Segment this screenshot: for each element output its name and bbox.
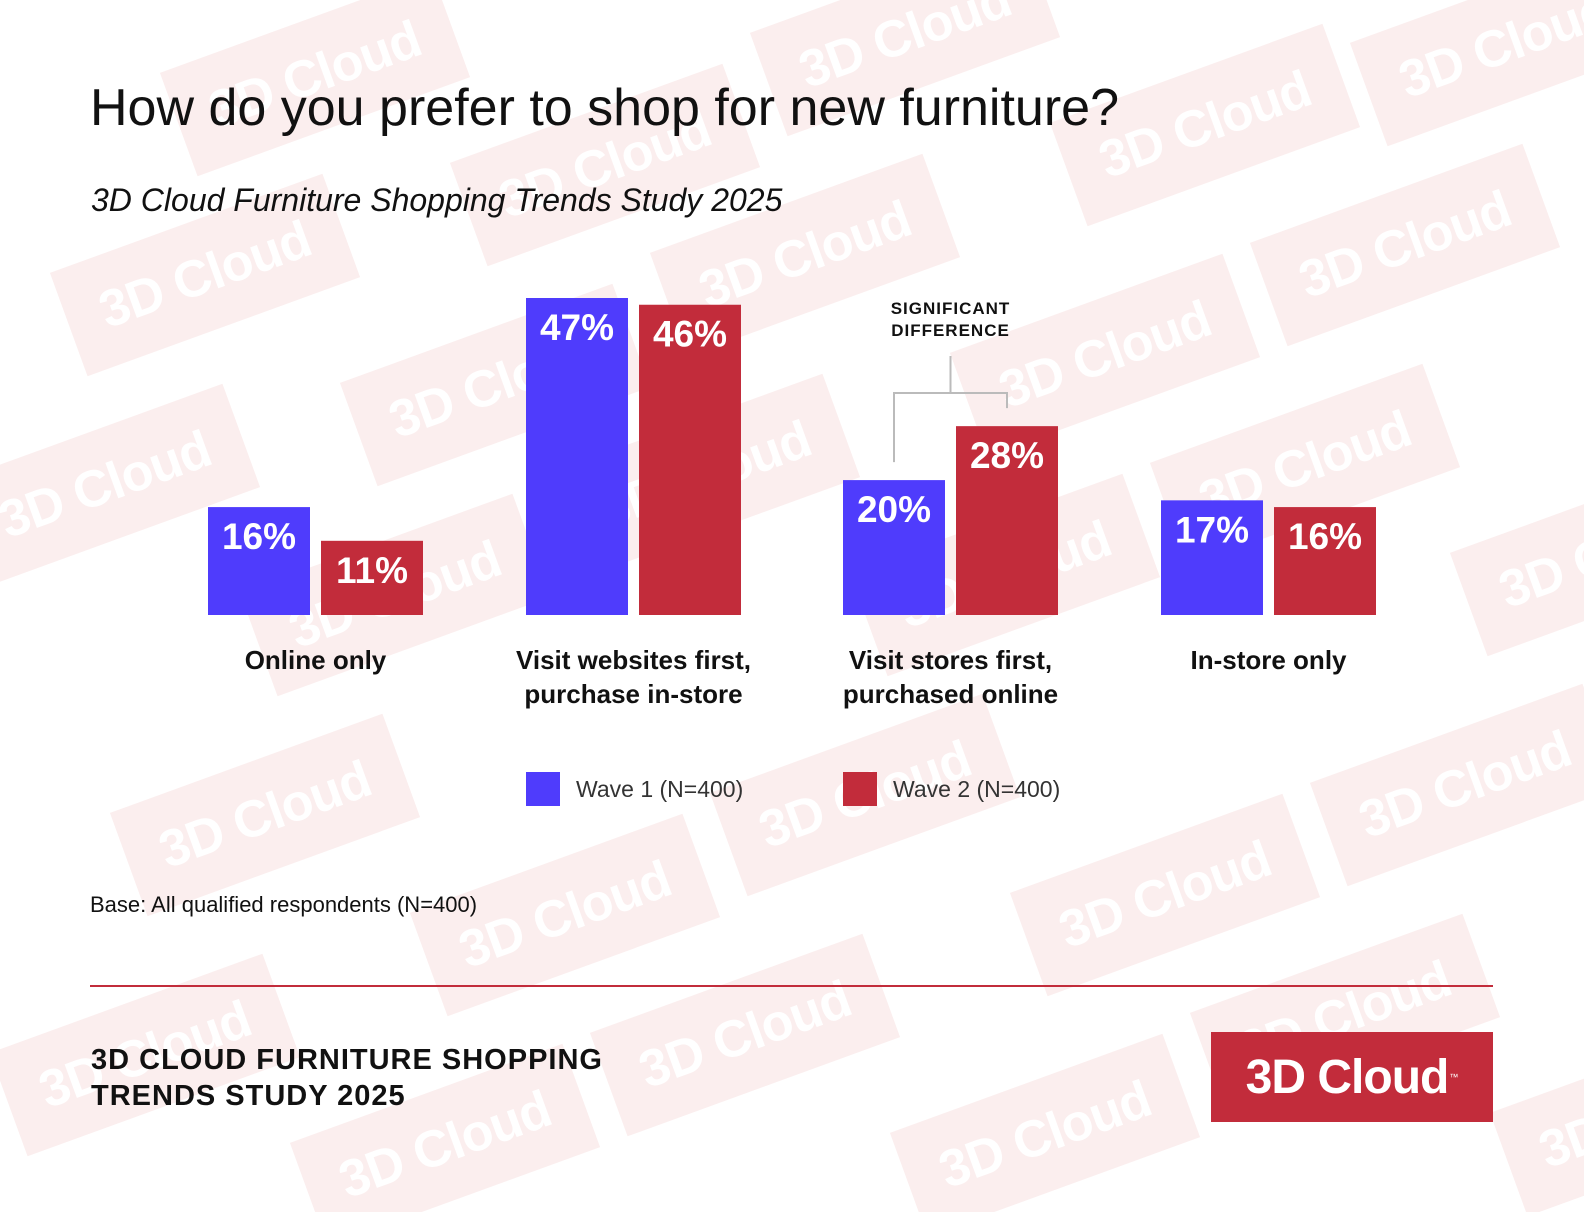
category-label: purchase in-store: [524, 679, 742, 709]
bar-value-label: 20%: [857, 489, 931, 530]
annotation-line-2: DIFFERENCE: [891, 321, 1010, 340]
footer-line-1: 3D CLOUD FURNITURE SHOPPING: [91, 1044, 603, 1076]
category-label: In-store only: [1190, 645, 1347, 675]
watermark-tile: 3D Cloud: [889, 1033, 1201, 1212]
bar-1-4: [1161, 500, 1263, 615]
footer-divider: [90, 985, 1493, 987]
category-label: Visit websites first,: [516, 645, 751, 675]
bar-1-1: [208, 507, 310, 615]
legend-swatch-wave-2: [843, 772, 877, 806]
bar-1-3: [843, 480, 945, 615]
category-label: purchased online: [843, 679, 1058, 709]
legend-label-wave-1: Wave 1 (N=400): [576, 775, 744, 802]
legend-item-wave-2: Wave 2 (N=400): [843, 772, 1060, 806]
logo-trademark: ™: [1449, 1072, 1459, 1082]
chart-legend: Wave 1 (N=400) Wave 2 (N=400): [0, 772, 1584, 808]
logo-text: 3D Cloud: [1245, 1050, 1450, 1104]
bar-value-label: 17%: [1175, 509, 1249, 550]
category-label: Visit stores first,: [849, 645, 1052, 675]
chart-subtitle: 3D Cloud Furniture Shopping Trends Study…: [91, 182, 783, 218]
footer-study-title: 3D CLOUD FURNITURE SHOPPING TRENDS STUDY…: [91, 1042, 603, 1114]
annotation-line-1: SIGNIFICANT: [891, 299, 1011, 318]
bar-1-2: [526, 298, 628, 615]
bar-2-4: [1274, 507, 1376, 615]
brand-logo: 3D Cloud ™: [1211, 1032, 1493, 1122]
bar-2-3: [956, 426, 1058, 615]
bar-value-label: 28%: [970, 435, 1044, 476]
watermark-tile: 3D Cloud: [1349, 0, 1584, 147]
bar-chart: 16% 11% Online only 47% 46% Visit websites fi…: [208, 298, 1376, 709]
legend-swatch-wave-1: [526, 772, 560, 806]
legend-label-wave-2: Wave 2 (N=400): [893, 775, 1061, 802]
chart-title: How do you prefer to shop for new furnit…: [90, 79, 1120, 137]
watermark-tile: 3D Cloud: [589, 933, 901, 1137]
category-label: Online only: [245, 645, 387, 675]
bar-value-label: 47%: [540, 307, 614, 348]
bar-2-1: [321, 540, 423, 615]
bar-value-label: 16%: [222, 516, 296, 557]
base-note: Base: All qualified respondents (N=400): [90, 892, 478, 917]
watermark-tile: 3D Cloud: [1489, 1013, 1584, 1212]
bar-value-label: 46%: [653, 314, 727, 355]
bar-value-label: 16%: [1288, 516, 1362, 557]
legend-item-wave-1: Wave 1 (N=400): [526, 772, 743, 806]
watermark-tile: 3D Cloud: [1009, 793, 1321, 997]
footer-line-2: TRENDS STUDY 2025: [91, 1080, 406, 1112]
bar-value-label: 11%: [336, 550, 408, 591]
bar-2-2: [639, 304, 741, 615]
watermark-tile: 3D Cloud: [109, 713, 421, 917]
